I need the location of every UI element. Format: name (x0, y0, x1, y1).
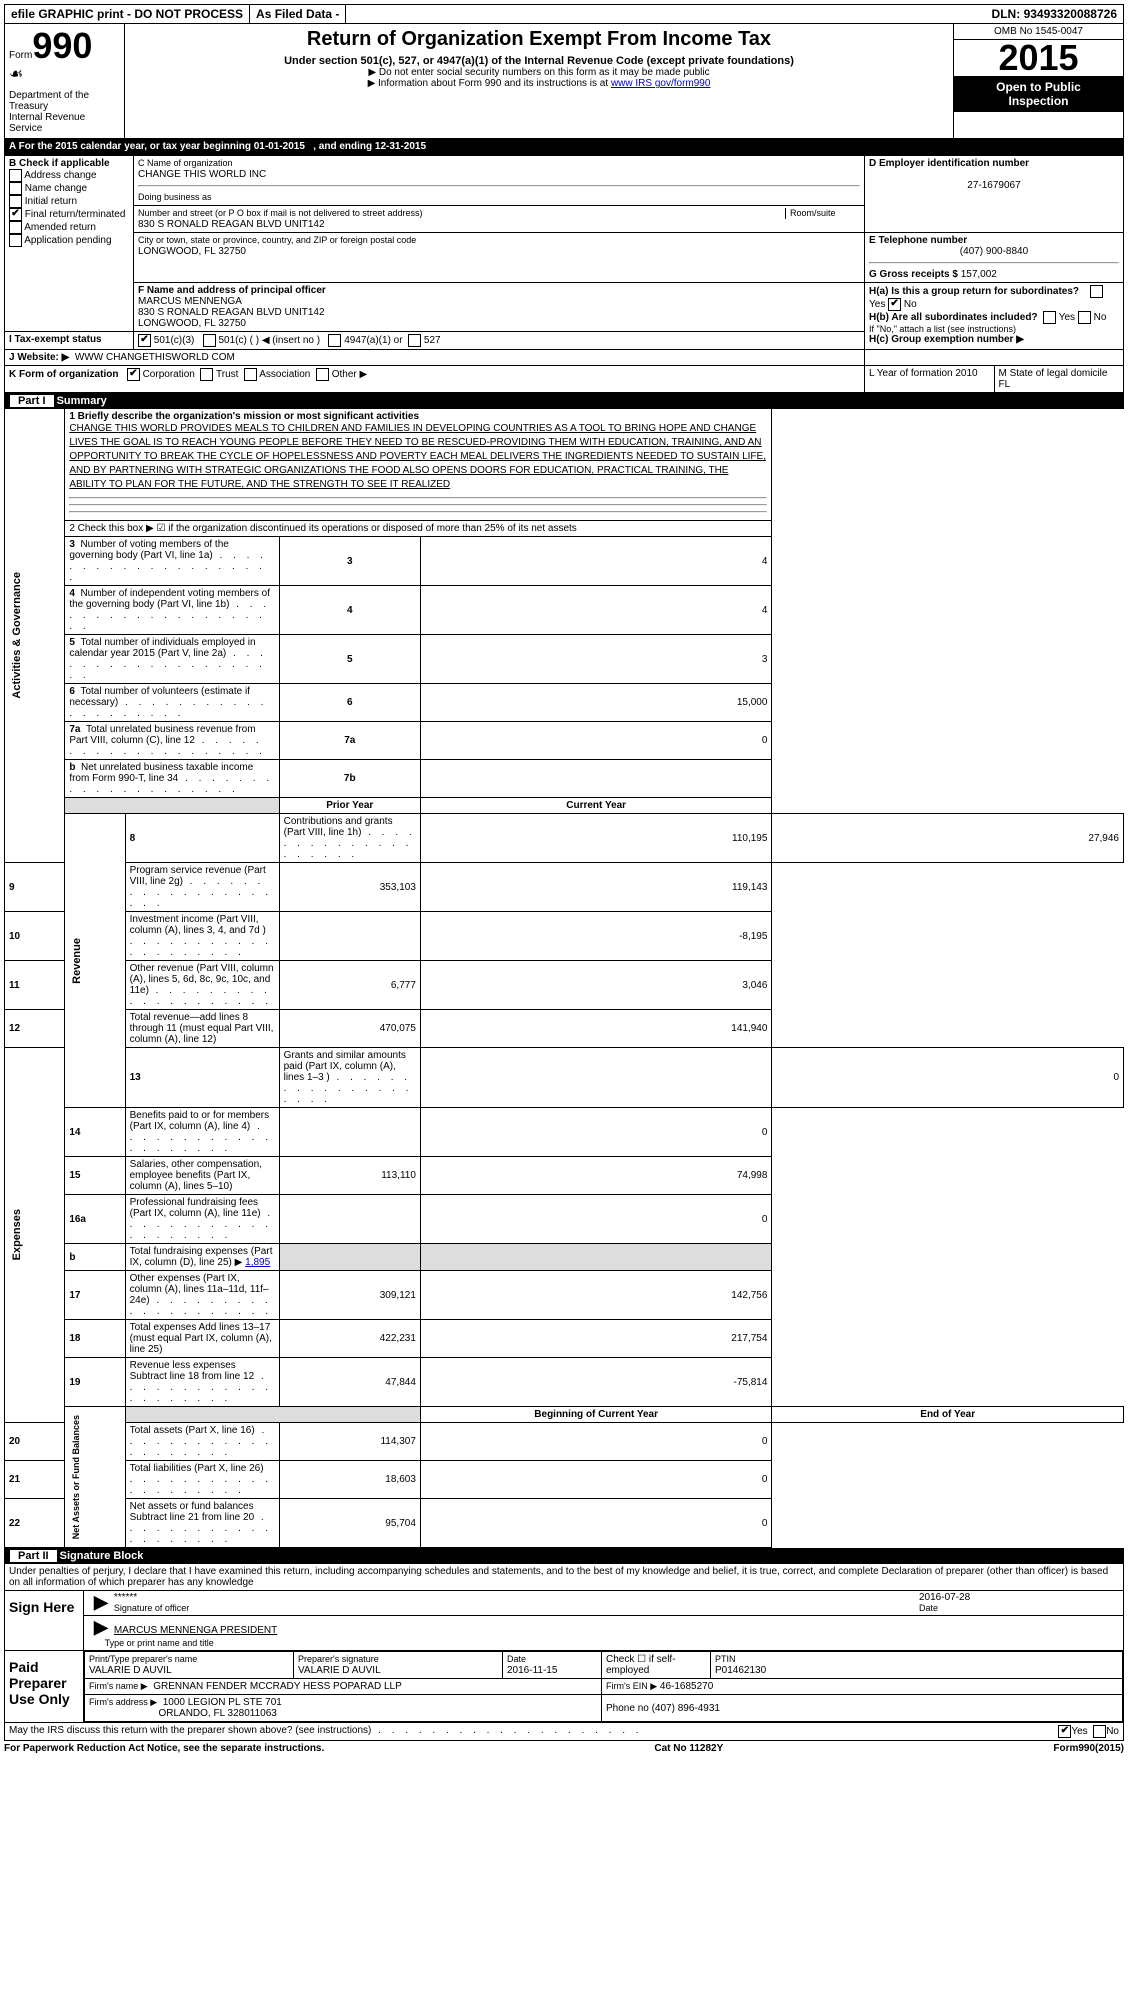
website: WWW CHANGETHISWORLD COM (75, 352, 235, 363)
tax-period: A For the 2015 calendar year, or tax yea… (4, 139, 1124, 155)
part2-header: Part II Signature Block (4, 1548, 1124, 1564)
preparer-name: VALARIE D AUVIL (89, 1665, 172, 1676)
tab-revenue: Revenue (69, 934, 85, 988)
form-title: Return of Organization Exempt From Incom… (133, 28, 945, 51)
line2: 2 Check this box ▶ ☑ if the organization… (65, 521, 772, 537)
form-id: Form990 ☙ Department of the Treasury Int… (5, 24, 125, 138)
mission-text: CHANGE THIS WORLD PROVIDES MEALS TO CHIL… (69, 422, 767, 492)
line3-val: 4 (420, 537, 772, 586)
perjury: Under penalties of perjury, I declare th… (4, 1564, 1124, 1591)
asfiled: As Filed Data - (250, 5, 346, 23)
arrow-icon: ▶ (88, 1617, 114, 1637)
tab-netassets: Net Assets or Fund Balances (69, 1411, 83, 1543)
501c3-check: ✔ (138, 334, 151, 347)
tab-activities: Activities & Governance (9, 568, 25, 703)
paid-preparer-block: Paid Preparer Use Only Print/Type prepar… (4, 1651, 1124, 1723)
fundraising-link[interactable]: 1,895 (245, 1257, 270, 1268)
year-formation: L Year of formation 2010 (865, 366, 994, 392)
gross-receipts: 157,002 (961, 269, 997, 280)
org-name: CHANGE THIS WORLD INC (138, 169, 266, 180)
ein: 27-1679067 (869, 180, 1119, 191)
discuss-yes: ✔ (1058, 1725, 1071, 1738)
form-header: Form990 ☙ Department of the Treasury Int… (4, 24, 1124, 139)
group-return-no: ✔ (888, 298, 901, 311)
officer-signature: MARCUS MENNENGA PRESIDENT (114, 1625, 277, 1636)
corp-check: ✔ (127, 368, 140, 381)
phone: (407) 900-8840 (869, 246, 1119, 257)
tax-status: I Tax-exempt status (9, 334, 102, 345)
topbar: efile GRAPHIC print - DO NOT PROCESS As … (4, 4, 1124, 24)
domicile: M State of legal domicile FL (994, 366, 1123, 392)
arrow-icon: ▶ (88, 1592, 114, 1614)
final-return-check: ✔ (9, 208, 22, 221)
ein-label: D Employer identification number (869, 158, 1029, 169)
ptin: P01462130 (715, 1665, 766, 1676)
city: LONGWOOD, FL 32750 (138, 246, 246, 257)
sign-here-block: Sign Here ▶******Signature of officer201… (4, 1591, 1124, 1651)
discuss-row: May the IRS discuss this return with the… (4, 1723, 1124, 1741)
tab-expenses: Expenses (9, 1205, 25, 1264)
section-b: B Check if applicable (9, 158, 129, 169)
dln: DLN: 93493320088726 (986, 5, 1123, 23)
street: 830 S RONALD REAGAN BLVD UNIT142 (138, 219, 325, 230)
irs-link[interactable]: www IRS gov/form990 (611, 78, 710, 89)
part1-header: Part I Summary (4, 393, 1124, 409)
form-title-col: Return of Organization Exempt From Incom… (125, 24, 953, 138)
firm-phone: Phone no (407) 896-4931 (602, 1695, 1123, 1722)
footer: For Paperwork Reduction Act Notice, see … (4, 1741, 1124, 1756)
officer-name: MARCUS MENNENGA (138, 296, 242, 307)
part1-table: Activities & Governance 1 Briefly descri… (4, 409, 1124, 1548)
entity-block: B Check if applicable Address change Nam… (4, 155, 1124, 393)
efile-notice: efile GRAPHIC print - DO NOT PROCESS (5, 5, 250, 23)
sign-date: 2016-07-28 (919, 1592, 970, 1603)
year-col: OMB No 1545-0047 2015 Open to PublicInsp… (953, 24, 1123, 138)
firm-name: GRENNAN FENDER MCCRADY HESS POPARAD LLP (153, 1681, 402, 1692)
